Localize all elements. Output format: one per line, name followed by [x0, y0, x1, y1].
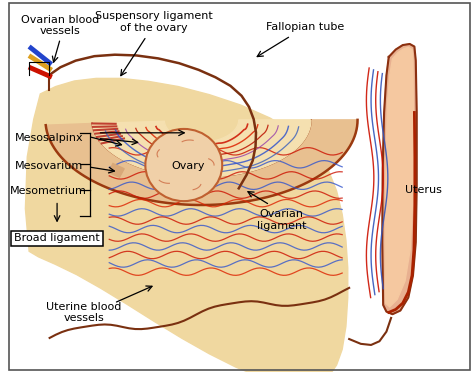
Polygon shape	[109, 163, 124, 177]
Text: Broad ligament: Broad ligament	[14, 233, 100, 243]
Text: Fallopian tube: Fallopian tube	[266, 22, 344, 32]
Text: Mesosalpinx: Mesosalpinx	[14, 134, 83, 143]
Text: Uterine blood
vessels: Uterine blood vessels	[46, 302, 121, 323]
Text: Mesometrium: Mesometrium	[10, 186, 87, 196]
Text: Mesovarium: Mesovarium	[15, 161, 83, 171]
Polygon shape	[92, 120, 311, 177]
Polygon shape	[46, 120, 357, 205]
Text: Ovary: Ovary	[172, 161, 205, 171]
Polygon shape	[385, 47, 413, 307]
Text: Ovarian blood
vessels: Ovarian blood vessels	[21, 15, 100, 36]
Text: Ovarian
ligament: Ovarian ligament	[257, 209, 306, 231]
Text: Suspensory ligament
of the ovary: Suspensory ligament of the ovary	[95, 11, 212, 32]
Ellipse shape	[146, 129, 222, 201]
Polygon shape	[382, 44, 417, 314]
Text: Uterus: Uterus	[405, 185, 442, 195]
Polygon shape	[26, 78, 348, 373]
